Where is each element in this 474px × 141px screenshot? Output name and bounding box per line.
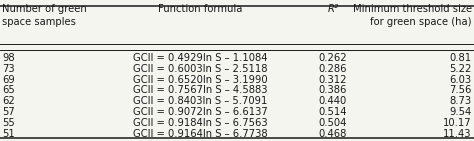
Text: 73: 73: [2, 64, 15, 74]
Text: GCII = 0.7567ln S – 4.5883: GCII = 0.7567ln S – 4.5883: [133, 85, 267, 95]
Text: 6.03: 6.03: [449, 75, 472, 85]
Text: 5.22: 5.22: [449, 64, 472, 74]
Text: GCII = 0.4929ln S – 1.1084: GCII = 0.4929ln S – 1.1084: [133, 53, 267, 63]
Text: 0.504: 0.504: [319, 118, 347, 128]
Text: 10.17: 10.17: [443, 118, 472, 128]
Text: GCII = 0.9184ln S – 6.7563: GCII = 0.9184ln S – 6.7563: [133, 118, 268, 128]
Text: Number of green
space samples: Number of green space samples: [2, 4, 87, 27]
Text: 98: 98: [2, 53, 15, 63]
Text: 0.468: 0.468: [319, 129, 347, 139]
Text: 55: 55: [2, 118, 15, 128]
Text: 0.514: 0.514: [319, 107, 347, 117]
Text: 0.312: 0.312: [319, 75, 347, 85]
Text: 8.73: 8.73: [449, 96, 472, 106]
Text: 65: 65: [2, 85, 15, 95]
Text: 11.43: 11.43: [443, 129, 472, 139]
Text: 0.440: 0.440: [319, 96, 347, 106]
Text: GCII = 0.8403ln S – 5.7091: GCII = 0.8403ln S – 5.7091: [133, 96, 267, 106]
Text: GCII = 0.9164ln S – 6.7738: GCII = 0.9164ln S – 6.7738: [133, 129, 268, 139]
Text: GCII = 0.9072ln S – 6.6137: GCII = 0.9072ln S – 6.6137: [133, 107, 268, 117]
Text: Minimum threshold size
for green space (ha): Minimum threshold size for green space (…: [353, 4, 472, 27]
Text: 62: 62: [2, 96, 15, 106]
Text: 7.56: 7.56: [449, 85, 472, 95]
Text: Function formula: Function formula: [158, 4, 243, 14]
Text: GCII = 0.6520ln S – 3.1990: GCII = 0.6520ln S – 3.1990: [133, 75, 268, 85]
Text: 0.81: 0.81: [449, 53, 472, 63]
Text: R²: R²: [328, 4, 338, 14]
Text: 0.286: 0.286: [319, 64, 347, 74]
Text: 51: 51: [2, 129, 15, 139]
Text: 57: 57: [2, 107, 15, 117]
Text: GCII = 0.6003ln S – 2.5118: GCII = 0.6003ln S – 2.5118: [133, 64, 267, 74]
Text: 9.54: 9.54: [449, 107, 472, 117]
Text: 0.386: 0.386: [319, 85, 347, 95]
Text: 0.262: 0.262: [319, 53, 347, 63]
Text: 69: 69: [2, 75, 15, 85]
